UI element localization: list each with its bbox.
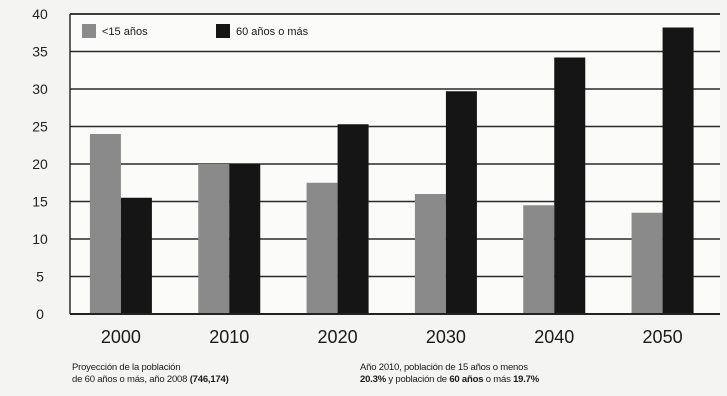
bar-under-15-2010 (198, 164, 230, 314)
bar-under-15-2000 (89, 134, 121, 314)
x-tick-label: 2030 (426, 327, 466, 347)
y-tick-label: 25 (32, 119, 48, 135)
y-tick-label: 10 (32, 231, 48, 247)
x-tick-label: 2000 (101, 327, 141, 347)
footnote-left-line2: de 60 años o más, año 2008 (746,174) (72, 374, 342, 386)
footnote-right-tail: o más (485, 374, 511, 385)
x-tick-label: 2040 (534, 327, 574, 347)
footnote-right-value2: 19.7% (513, 374, 540, 385)
bar-60-plus-2050 (662, 27, 694, 314)
footnote-right-bold2: 60 años (449, 374, 484, 385)
y-tick-label: 15 (32, 194, 48, 210)
bar-under-15-2050 (631, 212, 663, 314)
legend: <15 años 60 años o más (82, 24, 309, 38)
legend-swatch (82, 24, 96, 38)
footnote-right: Año 2010, población de 15 años o menos 2… (360, 362, 690, 386)
footnote-right-line2: 20.3% y población de 60 años o más 19.7% (360, 374, 690, 386)
legend-label: <15 años (102, 26, 148, 38)
footnote-left-line1: Proyección de la población (72, 362, 181, 373)
footnotes: Proyección de la población de 60 años o … (0, 358, 727, 396)
bar-60-plus-2030 (445, 91, 477, 314)
bar-under-15-2030 (414, 194, 446, 314)
bar-60-plus-2040 (554, 57, 586, 314)
footnote-right-line1: Año 2010, población de 15 años o menos (360, 362, 528, 373)
x-tick-label: 2010 (209, 327, 249, 347)
bar-60-plus-2020 (337, 124, 369, 314)
y-tick-label: 5 (36, 269, 44, 285)
footnote-right-mid: y población de (388, 374, 447, 385)
y-tick-label: 0 (36, 306, 44, 322)
footnote-left-value: (746,174) (189, 374, 229, 385)
bar-60-plus-2010 (229, 164, 261, 314)
y-tick-label: 30 (32, 81, 48, 97)
x-tick-label: 2050 (643, 327, 683, 347)
legend-swatch (216, 24, 230, 38)
legend-label: 60 años o más (236, 26, 309, 38)
footnote-left-text: de 60 años o más, año 2008 (72, 374, 188, 385)
x-tick-label: 2020 (318, 327, 358, 347)
y-tick-label: 40 (32, 6, 48, 22)
axes: 0 5 10 15 20 25 30 35 40 2000 2010 2020 2030 2040 2050 (32, 6, 720, 347)
bar-60-plus-2000 (120, 197, 152, 314)
footnote-right-value1: 20.3% (360, 374, 386, 385)
bar-under-15-2020 (306, 182, 338, 314)
footnote-left: Proyección de la población de 60 años o … (72, 362, 342, 386)
bar-under-15-2040 (523, 205, 555, 314)
y-tick-label: 35 (32, 44, 48, 60)
bars (89, 27, 694, 314)
y-tick-label: 20 (32, 156, 48, 172)
